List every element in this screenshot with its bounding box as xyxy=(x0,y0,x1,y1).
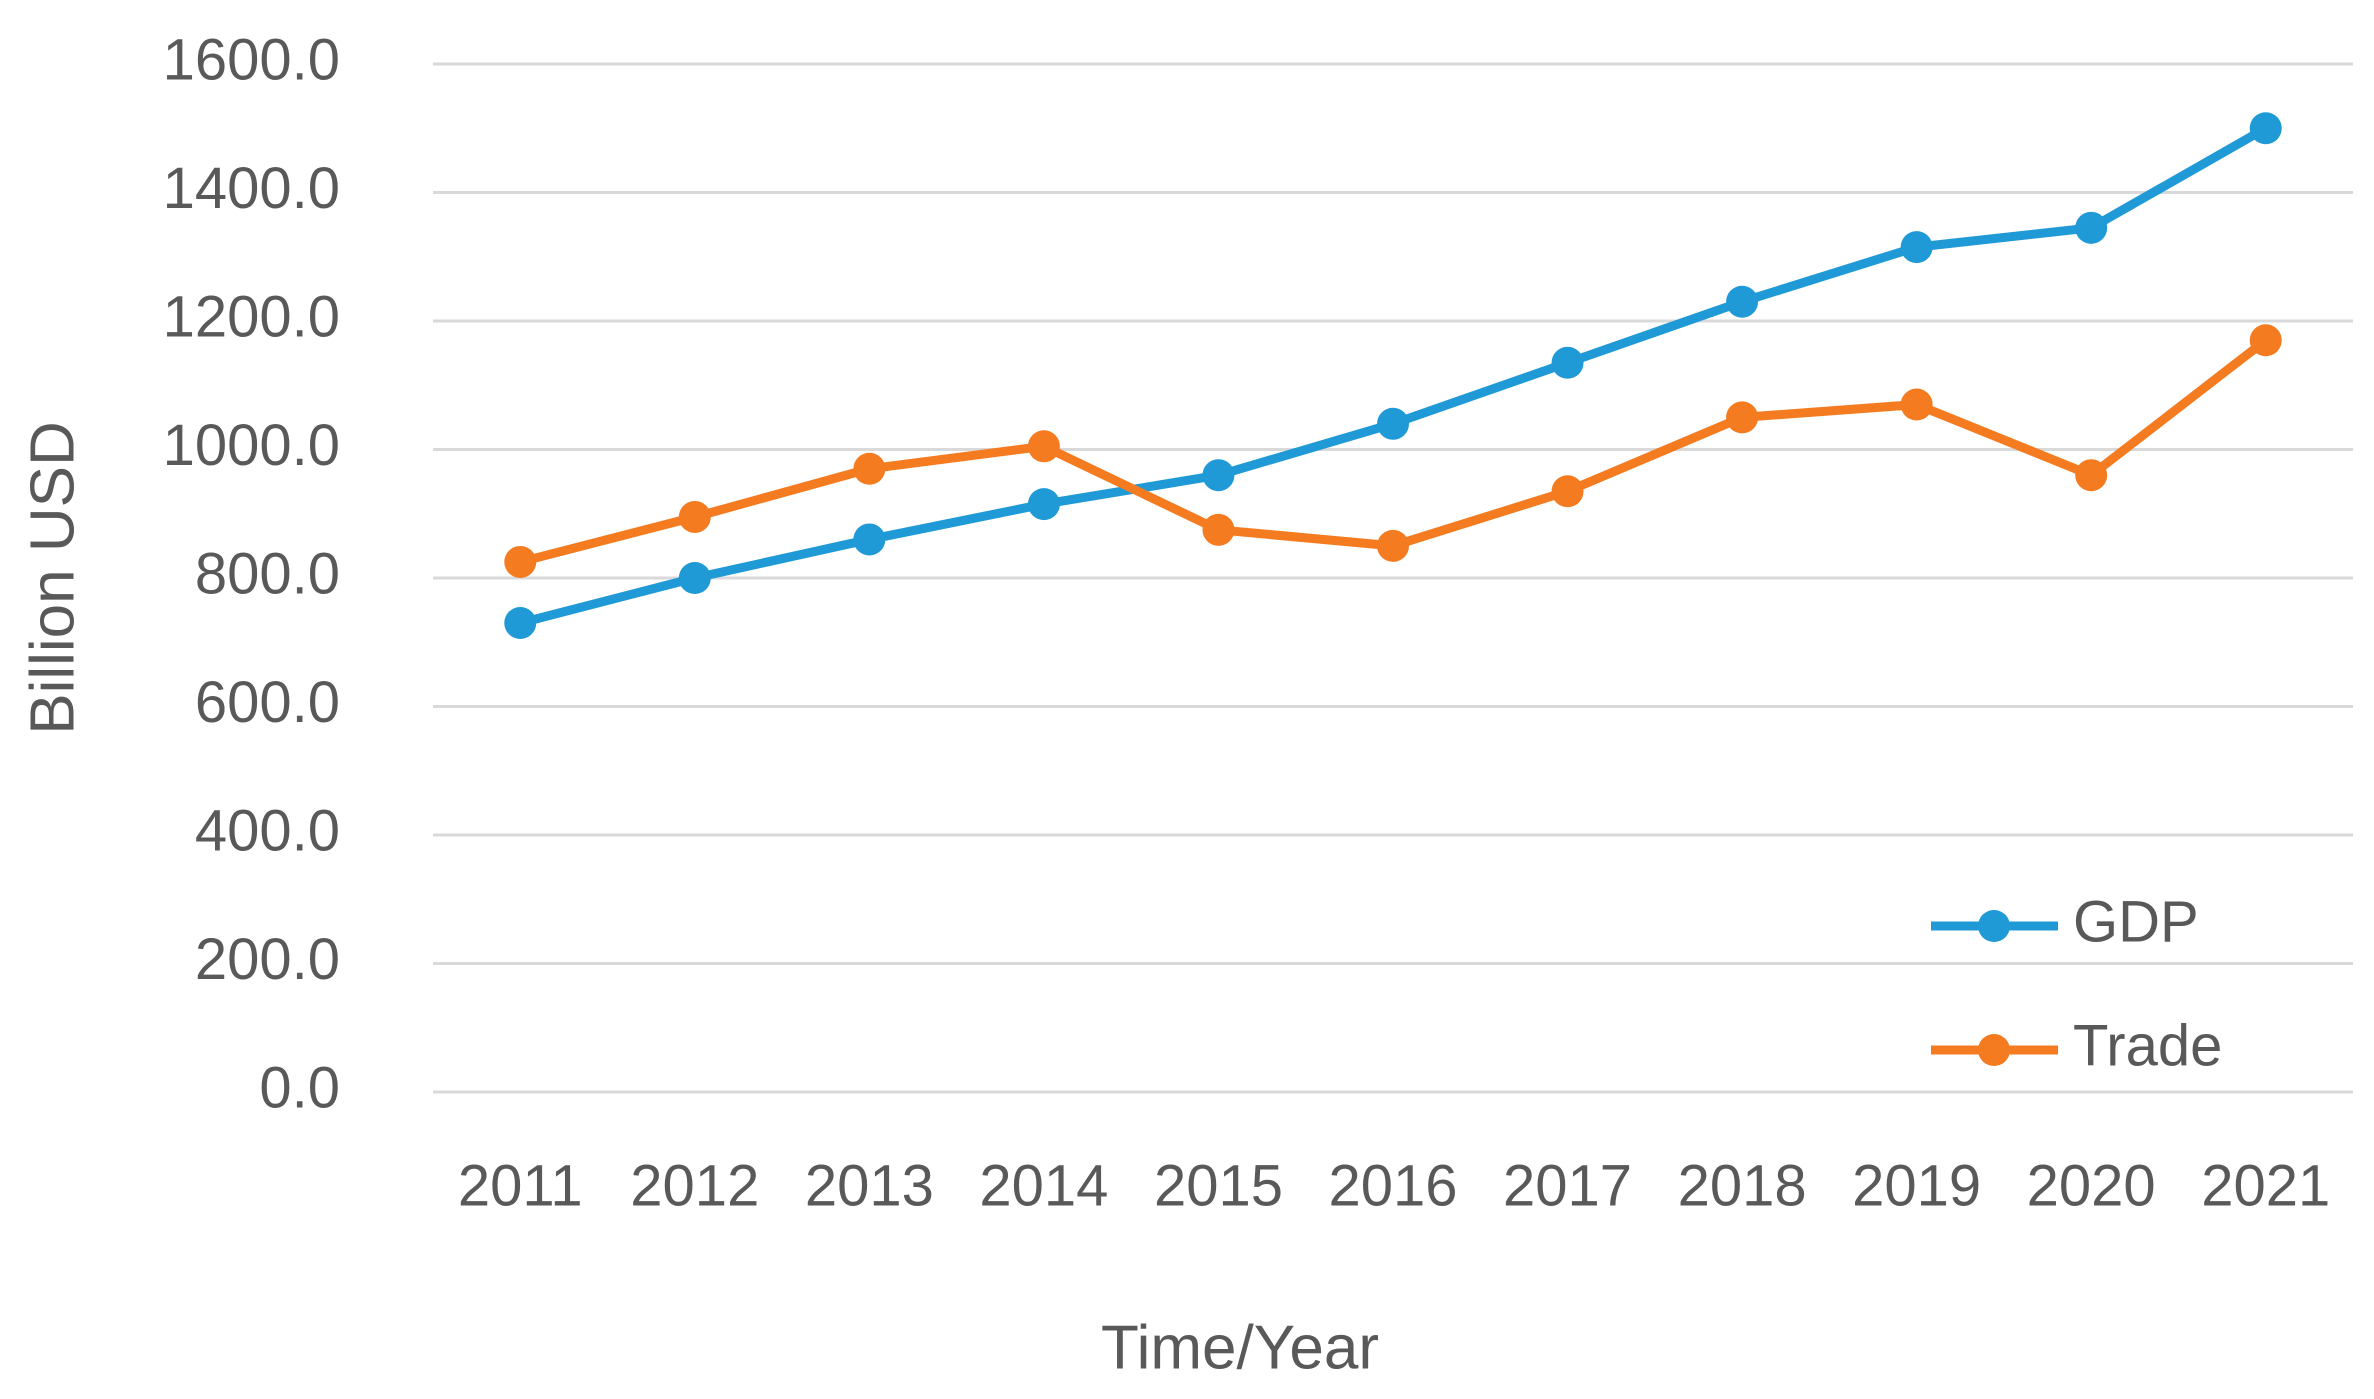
data-point xyxy=(2075,211,2108,244)
data-point xyxy=(2075,459,2108,492)
data-point xyxy=(678,562,711,594)
series-line xyxy=(519,336,2269,567)
data-point xyxy=(1900,388,1933,421)
data-point xyxy=(504,606,537,639)
y-tick-label: 200.0 xyxy=(195,927,340,992)
x-tick-label: 2016 xyxy=(1328,1153,1457,1218)
data-point xyxy=(1900,231,1933,264)
data-point xyxy=(504,545,537,578)
data-point xyxy=(1377,529,1409,562)
y-tick-label: 0.0 xyxy=(259,1055,340,1120)
x-tick-label: 2011 xyxy=(458,1153,583,1218)
data-point xyxy=(1027,488,1060,521)
data-point xyxy=(678,500,711,533)
y-tick-label: 1000.0 xyxy=(163,413,340,478)
x-tick-label: 2021 xyxy=(2201,1153,2330,1218)
y-tick-label: 400.0 xyxy=(195,798,340,863)
x-tick-label: 2019 xyxy=(1852,1153,1981,1218)
legend-marker xyxy=(1978,910,2010,942)
data-point xyxy=(1551,346,1584,379)
data-point xyxy=(1726,285,1759,318)
x-axis-title: Time/Year xyxy=(1101,1313,1379,1382)
data-point xyxy=(1726,401,1759,434)
data-point xyxy=(2249,324,2282,357)
x-tick-label: 2018 xyxy=(1678,1153,1807,1218)
y-tick-label: 1400.0 xyxy=(163,156,340,221)
y-axis-title: Billion USD xyxy=(18,421,87,735)
legend-label: Trade xyxy=(2073,1013,2222,1078)
x-tick-label: 2015 xyxy=(1154,1153,1283,1218)
data-point xyxy=(1202,513,1235,546)
x-tick-label: 2017 xyxy=(1503,1153,1632,1218)
data-point xyxy=(1027,430,1060,463)
data-point xyxy=(2249,112,2282,145)
data-point xyxy=(853,523,886,556)
y-tick-label: 800.0 xyxy=(195,541,340,606)
x-tick-label: 2013 xyxy=(805,1153,934,1218)
data-point xyxy=(1377,407,1409,440)
x-tick-label: 2014 xyxy=(979,1153,1108,1218)
legend-marker xyxy=(1978,1034,2010,1066)
data-point xyxy=(1202,459,1235,492)
legend-label: GDP xyxy=(2073,889,2199,954)
y-tick-label: 600.0 xyxy=(195,670,340,735)
x-tick-label: 2020 xyxy=(2027,1153,2156,1218)
y-tick-label: 1600.0 xyxy=(163,27,340,92)
x-tick-label: 2012 xyxy=(630,1153,759,1218)
y-tick-label: 1200.0 xyxy=(163,284,340,349)
data-point xyxy=(1551,475,1584,508)
data-point xyxy=(853,452,886,485)
